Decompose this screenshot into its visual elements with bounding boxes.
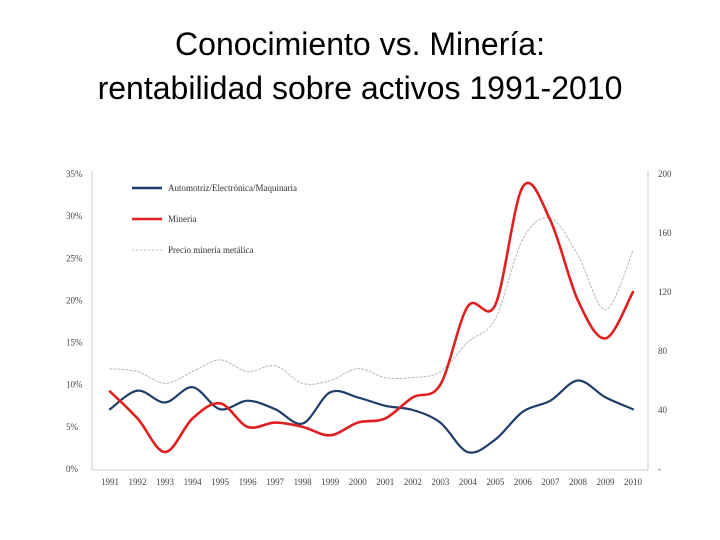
x-tick-label: 2000 xyxy=(349,477,368,487)
x-tick-label: 2006 xyxy=(514,477,533,487)
x-tick-label: 1998 xyxy=(294,477,313,487)
x-tick-label: 2009 xyxy=(596,477,615,487)
x-tick-label: 2004 xyxy=(459,477,478,487)
legend-item-precio-mineria-label: Precio minería metálica xyxy=(168,245,253,255)
x-tick-label: 2003 xyxy=(431,477,450,487)
x-tick-label: 2005 xyxy=(486,477,505,487)
legend-item-automotriz-label: Automotriz/Electrónica/Maquinaria xyxy=(168,183,297,193)
x-tick-label: 1999 xyxy=(321,477,340,487)
legend-item-mineria-label: Minería xyxy=(168,214,197,224)
x-tick-label: 1993 xyxy=(156,477,175,487)
series-line-mineria xyxy=(108,181,635,454)
title-line-2: rentabilidad sobre activos 1991-2010 xyxy=(97,70,623,106)
x-tick-label: 2002 xyxy=(404,477,422,487)
y-left-tick-label: 25% xyxy=(66,253,83,263)
y-left-tick-label: 30% xyxy=(66,211,83,221)
x-tick-label: 1991 xyxy=(101,477,119,487)
x-tick-label: 1992 xyxy=(129,477,147,487)
y-right-tick-label: 200 xyxy=(658,169,672,179)
title-line-1: Conocimiento vs. Minería: xyxy=(175,26,545,62)
y-right-tick-label: 160 xyxy=(658,228,672,238)
x-tick-label: 2008 xyxy=(569,477,588,487)
x-tick-label: 2010 xyxy=(624,477,643,487)
y-left-tick-label: 20% xyxy=(66,295,83,305)
y-left-tick-label: 35% xyxy=(66,169,83,179)
y-right-tick-label: - xyxy=(658,464,661,474)
y-right-tick-label: 40 xyxy=(658,405,668,415)
y-left-tick-label: 15% xyxy=(66,338,83,348)
series-line-precio-mineria xyxy=(109,217,634,385)
y-right-tick-label: 80 xyxy=(658,346,668,356)
y-right-tick-label: 120 xyxy=(658,287,672,297)
y-left-tick-label: 0% xyxy=(66,464,79,474)
y-left-tick-label: 5% xyxy=(66,422,79,432)
x-tick-label: 1997 xyxy=(266,477,285,487)
x-tick-label: 1994 xyxy=(184,477,203,487)
x-tick-label: 1995 xyxy=(211,477,230,487)
x-tick-label: 2007 xyxy=(541,477,560,487)
x-tick-label: 1996 xyxy=(239,477,258,487)
page-title: Conocimiento vs. Minería: rentabilidad s… xyxy=(0,22,720,110)
y-left-tick-label: 10% xyxy=(66,380,83,390)
x-tick-label: 2001 xyxy=(376,477,394,487)
series-line-automotriz xyxy=(108,379,635,454)
